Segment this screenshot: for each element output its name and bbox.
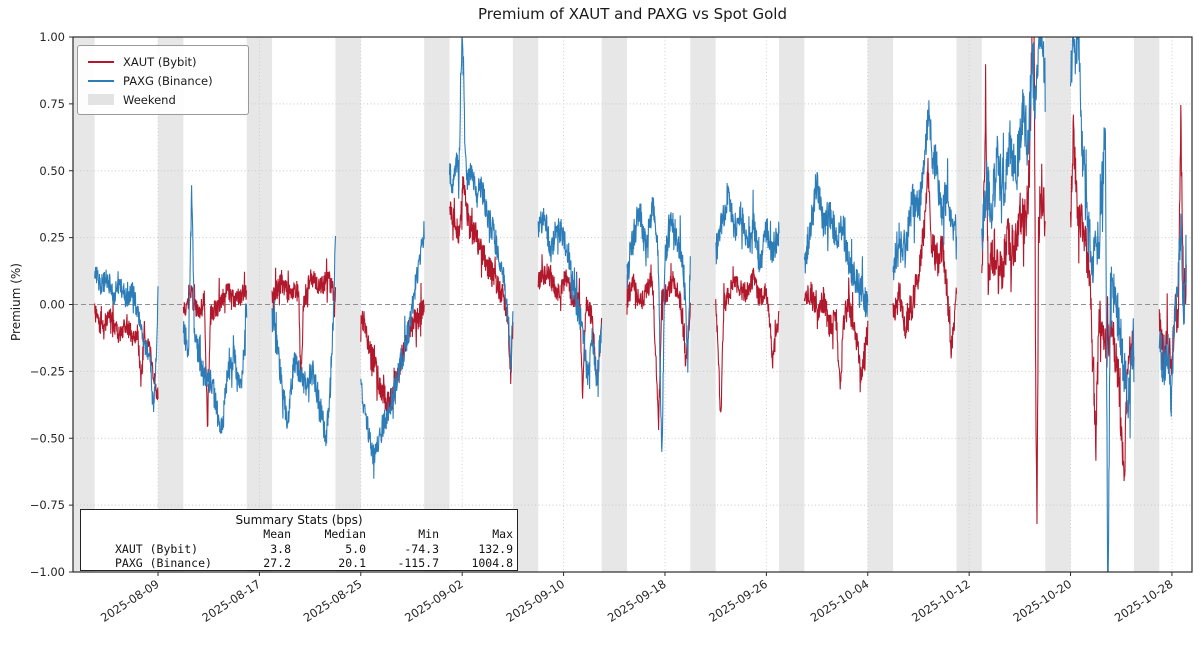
stats-row-label-xaut: XAUT (Bybit) bbox=[115, 541, 199, 556]
stats-header-spacer bbox=[81, 527, 211, 542]
stats-xaut-median: 5.0 bbox=[345, 541, 366, 556]
x-tick-label: 2025-10-12 bbox=[909, 577, 973, 625]
stats-paxg-min: -115.7 bbox=[397, 556, 439, 570]
stats-paxg-mean: 27.2 bbox=[263, 556, 291, 570]
x-tick-label: 2025-08-25 bbox=[301, 577, 365, 625]
legend-label-paxg: PAXG (Binance) bbox=[123, 73, 213, 88]
y-tick-label: −0.75 bbox=[30, 498, 65, 512]
y-axis-label: Premium (%) bbox=[9, 263, 23, 341]
weekend-band bbox=[690, 37, 716, 572]
x-tick-label: 2025-10-20 bbox=[1010, 577, 1074, 625]
series-line-paxg bbox=[94, 36, 1187, 573]
x-tick-label: 2025-10-04 bbox=[808, 577, 872, 625]
y-tick-label: −0.25 bbox=[30, 364, 65, 378]
stats-xaut-mean: 3.8 bbox=[270, 541, 291, 556]
stats-paxg-max: 1004.8 bbox=[471, 556, 513, 570]
x-tick-label: 2025-09-02 bbox=[402, 577, 466, 625]
x-tick-label: 2025-08-09 bbox=[98, 577, 162, 625]
x-tick-label: 2025-09-10 bbox=[504, 577, 568, 625]
weekend-band bbox=[867, 37, 894, 572]
y-tick-label: −1.00 bbox=[30, 565, 65, 579]
x-tick-label: 2025-09-26 bbox=[706, 577, 770, 625]
y-tick-label: 0.50 bbox=[39, 164, 65, 178]
x-tick-label: 2025-10-28 bbox=[1112, 577, 1176, 625]
legend-label-xaut: XAUT (Bybit) bbox=[123, 54, 197, 69]
legend-item-paxg: PAXG (Binance) bbox=[88, 71, 238, 90]
weekend-patch-swatch bbox=[88, 94, 114, 105]
weekend-band bbox=[779, 37, 805, 572]
y-tick-label: 1.00 bbox=[39, 30, 65, 44]
x-tick-label: 2025-08-17 bbox=[199, 577, 263, 625]
stats-col-mean: Mean bbox=[263, 527, 291, 541]
stats-col-min: Min bbox=[418, 527, 439, 541]
xaut-line-swatch bbox=[88, 60, 114, 63]
y-tick-label: −0.50 bbox=[30, 431, 65, 445]
stats-xaut-max: 132.9 bbox=[478, 541, 513, 556]
series-line-xaut bbox=[94, 36, 1187, 525]
stats-row-label-paxg: PAXG (Binance) bbox=[115, 556, 212, 570]
legend-item-weekend: Weekend bbox=[88, 90, 238, 109]
y-tick-label: 0.25 bbox=[39, 231, 65, 245]
summary-stats-table: Mean Median Min Max XAUT (Bybit) 3.8 5.0… bbox=[81, 527, 517, 571]
legend: XAUT (Bybit) PAXG (Binance) Weekend bbox=[77, 45, 249, 115]
chart-title: Premium of XAUT and PAXG vs Spot Gold bbox=[477, 5, 787, 23]
stats-paxg-median: 20.1 bbox=[338, 556, 366, 570]
x-tick-label: 2025-09-18 bbox=[605, 577, 669, 625]
stats-col-median: Median bbox=[324, 527, 366, 541]
summary-stats-title: Summary Stats (bps) bbox=[235, 513, 363, 527]
y-tick-label: 0.75 bbox=[39, 97, 65, 111]
stats-xaut-min: -74.3 bbox=[404, 541, 439, 556]
legend-item-xaut: XAUT (Bybit) bbox=[88, 52, 238, 71]
legend-label-weekend: Weekend bbox=[123, 92, 176, 107]
stats-col-max: Max bbox=[492, 527, 513, 541]
summary-stats-box: Summary Stats (bps) Mean Median Min Max … bbox=[80, 509, 518, 571]
y-tick-label: 0.00 bbox=[39, 298, 65, 312]
paxg-line-swatch bbox=[88, 79, 114, 82]
